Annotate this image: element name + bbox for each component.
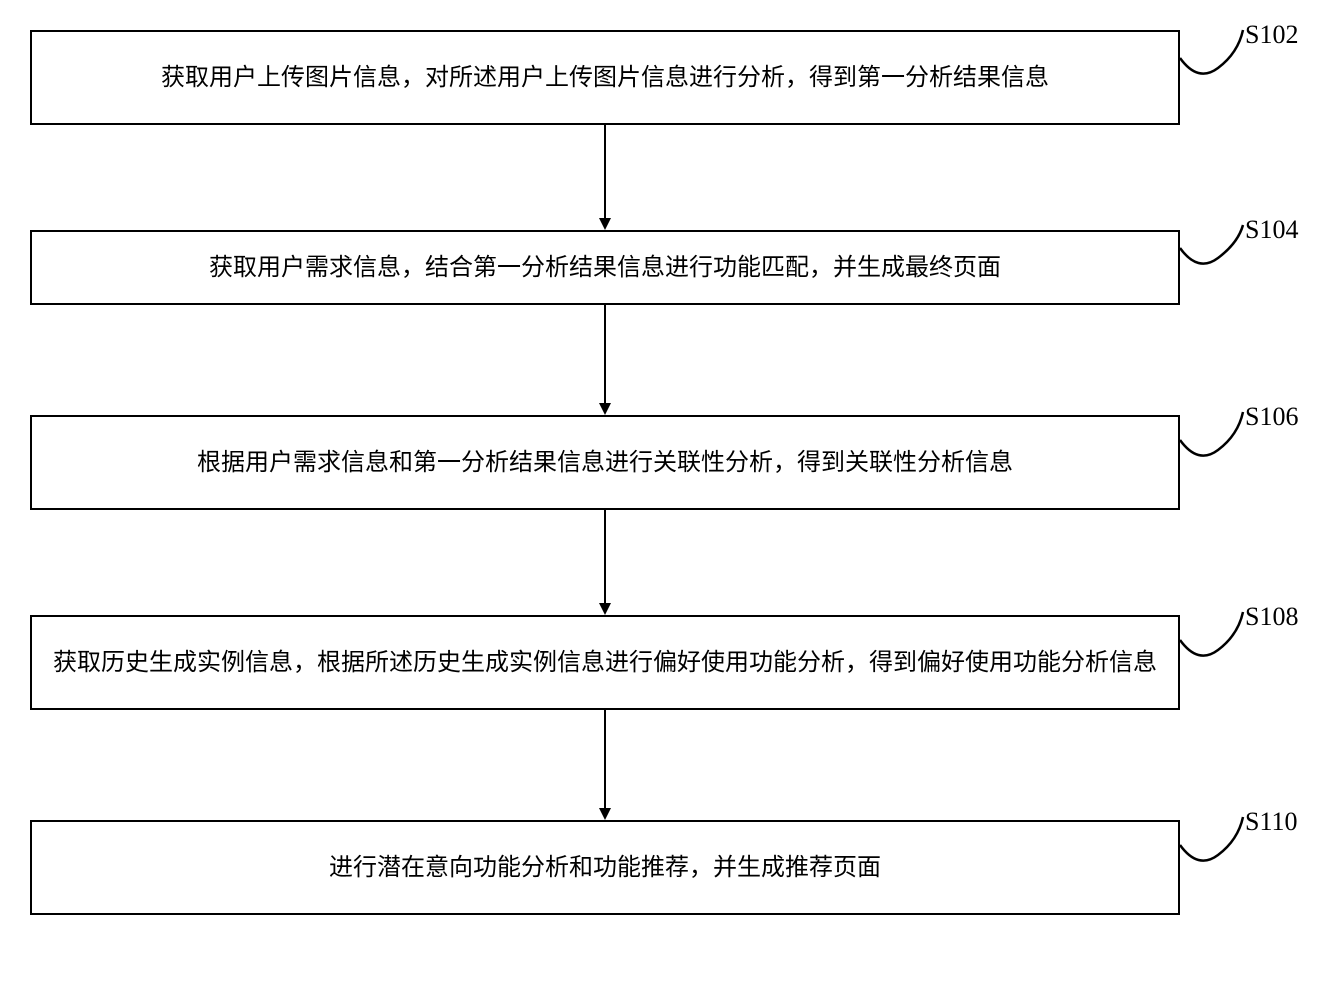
arrow-3 [595,510,615,617]
step-text: 获取用户上传图片信息，对所述用户上传图片信息进行分析，得到第一分析结果信息 [161,60,1049,96]
step-text: 根据用户需求信息和第一分析结果信息进行关联性分析，得到关联性分析信息 [197,445,1013,481]
label-connector-s108 [1178,610,1248,670]
step-text: 获取历史生成实例信息，根据所述历史生成实例信息进行偏好使用功能分析，得到偏好使用… [53,645,1157,681]
label-connector-s102 [1178,28,1248,88]
step-box-s108: 获取历史生成实例信息，根据所述历史生成实例信息进行偏好使用功能分析，得到偏好使用… [30,615,1180,710]
step-text: 进行潜在意向功能分析和功能推荐，并生成推荐页面 [329,850,881,886]
label-connector-s110 [1178,815,1248,875]
step-box-s104: 获取用户需求信息，结合第一分析结果信息进行功能匹配，并生成最终页面 [30,230,1180,305]
flowchart-container: 获取用户上传图片信息，对所述用户上传图片信息进行分析，得到第一分析结果信息 S1… [0,0,1326,986]
arrow-1 [595,125,615,232]
label-connector-s104 [1178,223,1248,283]
step-label-s102: S102 [1245,20,1298,50]
arrow-2 [595,305,615,417]
step-box-s110: 进行潜在意向功能分析和功能推荐，并生成推荐页面 [30,820,1180,915]
step-label-s110: S110 [1245,807,1298,837]
step-box-s106: 根据用户需求信息和第一分析结果信息进行关联性分析，得到关联性分析信息 [30,415,1180,510]
label-connector-s106 [1178,410,1248,470]
step-label-s108: S108 [1245,602,1298,632]
step-label-s106: S106 [1245,402,1298,432]
step-label-s104: S104 [1245,215,1298,245]
arrow-4 [595,710,615,822]
step-box-s102: 获取用户上传图片信息，对所述用户上传图片信息进行分析，得到第一分析结果信息 [30,30,1180,125]
step-text: 获取用户需求信息，结合第一分析结果信息进行功能匹配，并生成最终页面 [209,250,1001,286]
